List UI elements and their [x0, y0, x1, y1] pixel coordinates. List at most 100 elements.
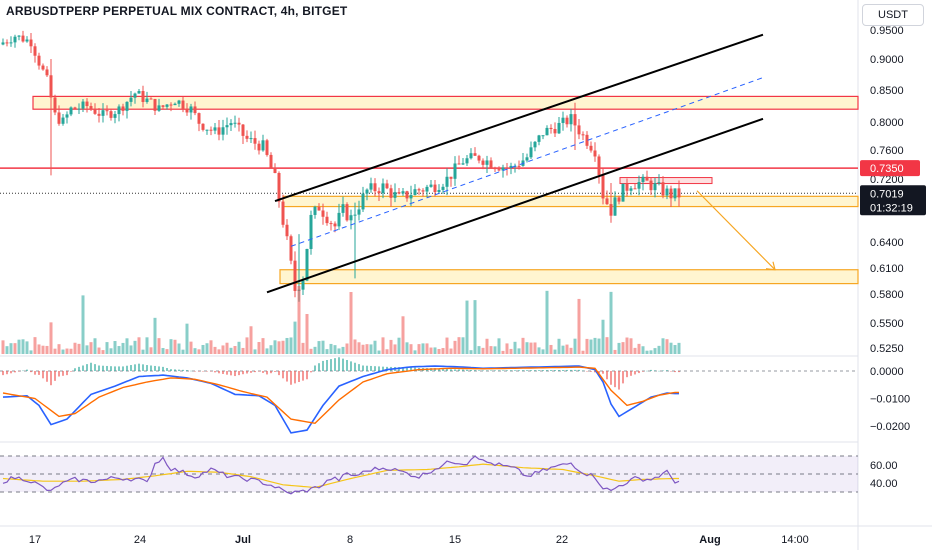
price-tick-label: 0.5500: [870, 318, 904, 330]
macd-hist-bar: [630, 371, 632, 376]
volume-bar: [61, 349, 65, 354]
macd-hist-bar: [50, 371, 52, 386]
volume-bar: [85, 345, 89, 354]
candle-body: [429, 184, 433, 187]
volume-bars: [1, 286, 681, 354]
macd-hist-bar: [618, 371, 620, 390]
volume-bar: [305, 314, 309, 354]
candle-body: [509, 165, 513, 168]
candle-body: [517, 165, 521, 167]
macd-hist-bar: [158, 366, 160, 371]
macd-hist-bar: [218, 371, 220, 374]
candle-body: [577, 125, 581, 135]
rsi-tick-label: 60.00: [870, 460, 898, 472]
macd-hist-bar: [602, 371, 604, 374]
candle-body: [241, 124, 245, 136]
candle-body: [117, 106, 121, 115]
macd-hist-bar: [278, 371, 280, 376]
volume-bar: [433, 347, 437, 354]
volume-bar: [489, 346, 493, 354]
candle-body: [305, 248, 309, 281]
candle-body: [101, 110, 105, 116]
volume-bar: [621, 342, 625, 354]
volume-bar: [453, 340, 457, 354]
volume-bar: [389, 339, 393, 354]
support-zone-1: [32, 95, 859, 110]
macd-hist-bar: [658, 370, 660, 372]
price-tick-label: 0.8000: [870, 117, 904, 129]
volume-bar: [73, 342, 77, 354]
candle-body: [637, 182, 641, 189]
rsi-tick-label: 40.00: [870, 478, 898, 490]
macd-hist-bar: [306, 371, 308, 380]
macd-hist-bar: [262, 371, 264, 373]
volume-bar: [249, 326, 253, 354]
volume-bar: [597, 338, 601, 354]
candle-body: [593, 150, 597, 157]
macd-hist-bar: [582, 370, 584, 372]
macd-hist-bar: [142, 364, 144, 371]
volume-bar: [437, 349, 441, 354]
candle-body: [193, 106, 197, 114]
volume-bar: [33, 337, 37, 354]
volume-bar: [505, 343, 509, 354]
volume-bar: [601, 319, 605, 354]
macd-hist-bar: [186, 370, 188, 371]
price-tick-label: 0.9500: [870, 25, 904, 37]
macd-hist-bar: [174, 369, 176, 371]
candle-body: [421, 190, 425, 192]
volume-bar: [533, 342, 537, 354]
candle-body: [501, 167, 505, 171]
volume-bar: [145, 337, 149, 354]
volume-bar: [9, 343, 13, 354]
candle-body: [213, 127, 217, 131]
volume-bar: [1, 340, 5, 354]
volume-bar: [413, 350, 417, 354]
candle-body: [433, 184, 437, 192]
candle-body: [253, 138, 257, 144]
volume-bar: [425, 343, 429, 354]
candle-body: [533, 141, 537, 148]
volume-bar: [53, 348, 57, 354]
macd-hist-bar: [414, 367, 416, 371]
candle-body: [665, 188, 669, 196]
macd-hist-bar: [342, 358, 344, 371]
macd-hist-bar: [314, 365, 316, 371]
macd-hist-bar: [590, 371, 592, 372]
macd-hist-bar: [74, 368, 76, 371]
candle-body: [285, 224, 289, 237]
macd-hist-bar: [578, 369, 580, 371]
macd-hist-bar: [114, 366, 116, 371]
price-tick-label: 0.5800: [870, 289, 904, 301]
volume-bar: [173, 339, 177, 354]
candle-body: [65, 114, 69, 118]
volume-bar: [477, 346, 481, 354]
candle-body: [377, 191, 381, 194]
volume-bar: [13, 343, 17, 354]
macd-hist-bar: [662, 370, 664, 372]
volume-bar: [545, 290, 549, 354]
candle-body: [469, 153, 473, 159]
volume-bar: [177, 343, 181, 354]
macd-hist-bar: [166, 368, 168, 371]
volume-bar: [121, 342, 125, 354]
candle-body: [645, 176, 649, 181]
candle-body: [13, 36, 17, 43]
candle-body: [321, 210, 325, 217]
macd-hist-bar: [378, 366, 380, 371]
currency-selector[interactable]: USDT: [862, 4, 924, 26]
candle-body: [477, 155, 481, 161]
volume-bar: [457, 337, 461, 354]
last-price-label: 0.7019: [870, 188, 904, 200]
rsi-ma-line: [2, 463, 679, 489]
volume-bar: [277, 341, 281, 354]
volume-bar: [445, 337, 449, 354]
macd-hist-bar: [94, 364, 96, 371]
candle-body: [373, 183, 377, 192]
volume-bar: [189, 341, 193, 354]
candle-body: [289, 236, 293, 261]
macd-hist-bar: [162, 366, 164, 371]
volume-bar: [609, 291, 613, 354]
